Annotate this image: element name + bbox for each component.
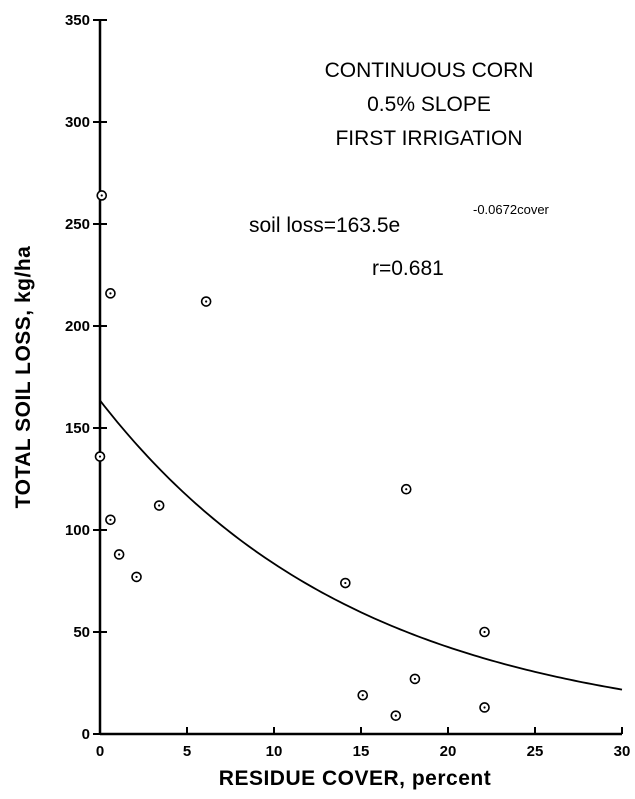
data-point-1 [105, 288, 116, 299]
annotation-title-line-2: 0.5% SLOPE [367, 93, 491, 116]
equation-exponent: -0.0672cover [473, 202, 550, 217]
data-point-13 [479, 626, 490, 638]
y-tick-label-5: 250 [65, 216, 90, 233]
x-tick-label-5: 25 [527, 743, 544, 760]
data-point-7 [200, 296, 212, 307]
y-tick-label-0: 0 [82, 726, 90, 743]
equation-text: soil loss=163.5e [249, 214, 400, 237]
y-tick-label-7: 350 [65, 12, 90, 29]
data-point-14 [479, 702, 490, 713]
data-point-0 [96, 190, 108, 201]
data-point-5 [131, 571, 142, 583]
y-tick-label-1: 50 [73, 624, 90, 641]
annotation-title-line-1: CONTINUOUS CORN [325, 59, 534, 82]
correlation-r-text: r=0.681 [372, 257, 444, 280]
data-point-9 [357, 689, 369, 701]
y-axis-title: TOTAL SOIL LOSS, kg/ha [12, 246, 35, 509]
x-axis-title: RESIDUE COVER, percent [219, 767, 491, 790]
data-point-2 [94, 451, 106, 462]
x-tick-label-4: 20 [440, 743, 457, 760]
y-tick-label-3: 150 [65, 420, 90, 437]
data-point-11 [400, 483, 412, 495]
x-tick-label-2: 10 [266, 743, 283, 760]
x-tick-label-3: 15 [353, 743, 370, 760]
data-point-10 [390, 710, 402, 721]
tick-labels: 0 50 100 150 200 250 300 350 0 5 10 15 20 25 30 [65, 12, 630, 760]
data-point-6 [153, 500, 165, 511]
x-tick-label-1: 5 [183, 743, 191, 760]
y-tick-label-6: 300 [65, 114, 90, 131]
data-point-3 [105, 514, 116, 526]
data-points [94, 190, 490, 721]
y-tick-label-4: 200 [65, 318, 90, 335]
annotation-title-line-3: FIRST IRRIGATION [335, 127, 522, 150]
x-tick-label-0: 0 [96, 743, 104, 760]
fit-curve-line [99, 399, 623, 691]
x-tick-label-6: 30 [614, 743, 631, 760]
data-point-12 [409, 673, 421, 685]
data-point-8 [340, 577, 351, 589]
y-tick-label-2: 100 [65, 522, 90, 539]
axis-ticks [93, 19, 623, 735]
data-point-4 [113, 549, 125, 560]
